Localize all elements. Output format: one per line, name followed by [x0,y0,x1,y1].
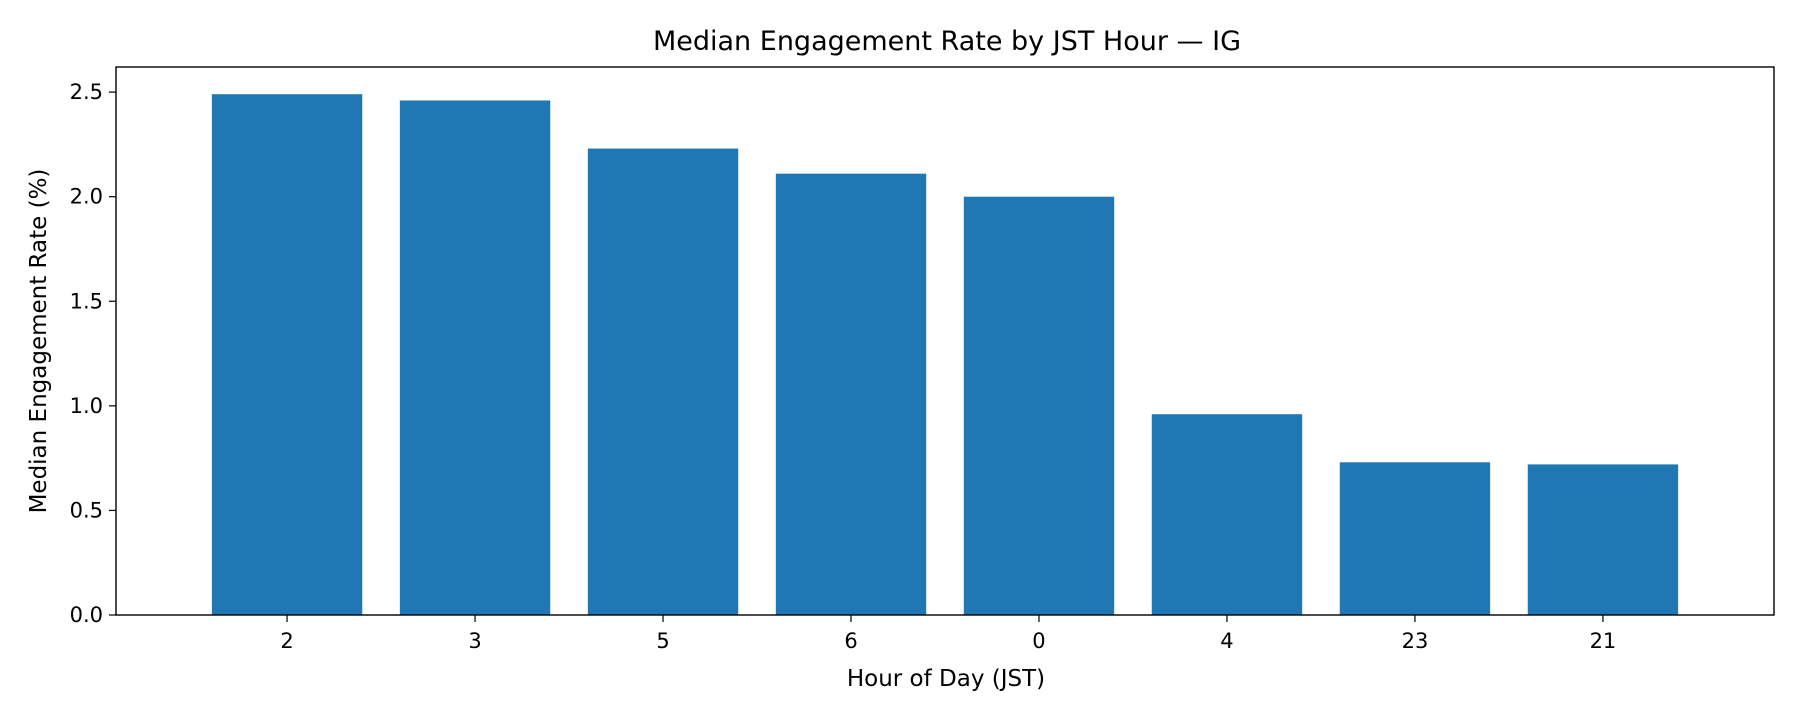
bar-hour-3 [399,100,551,616]
bar-hour-23 [1339,462,1491,615]
y-tick-label: 2.0 [70,185,103,209]
plot-frame [115,66,1775,616]
x-tick-label: 2 [280,629,293,653]
x-tick-label: 6 [844,629,857,653]
bar-hour-4 [1151,414,1303,615]
x-tick-label: 4 [1220,629,1233,653]
x-axis-label: Hour of Day (JST) [847,666,1045,692]
y-tick-label: 0.5 [70,498,103,522]
bar-hour-21 [1527,464,1679,615]
x-tick-label: 21 [1590,629,1617,653]
chart-title: Median Engagement Rate by JST Hour — IG [653,26,1241,57]
y-axis: 0.0 0.5 1.0 1.5 2.0 2.5 [70,80,116,627]
x-tick-label: 3 [468,629,481,653]
y-tick-label: 2.5 [70,80,103,104]
y-tick-label: 1.5 [70,289,103,313]
bar-hour-5 [587,148,739,616]
x-tick-label: 5 [656,629,669,653]
y-tick-label: 1.0 [70,394,103,418]
y-axis-label: Median Engagement Rate (%) [26,169,52,514]
x-tick-label: 0 [1032,629,1045,653]
x-axis: 2 3 5 6 0 4 23 21 [280,615,1616,653]
bar-hour-6 [775,173,927,615]
y-tick-label: 0.0 [70,603,103,627]
x-tick-label: 23 [1402,629,1429,653]
bars-group [211,94,1679,616]
bar-hour-0 [963,196,1115,615]
bar-hour-2 [211,94,363,615]
